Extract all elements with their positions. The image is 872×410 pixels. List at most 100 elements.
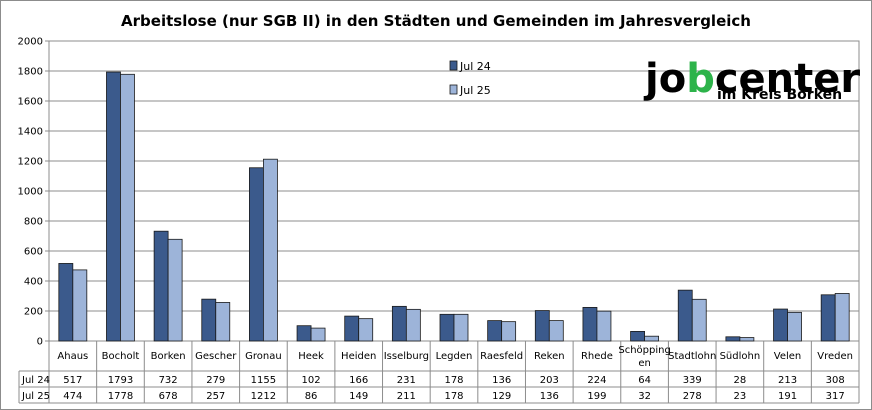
legend-swatch (449, 84, 458, 95)
table-value: 136 (492, 375, 511, 386)
x-category-label: Rhede (581, 351, 613, 362)
bar-jul-24 (201, 298, 217, 342)
table-value: 257 (206, 391, 225, 402)
table-value: 129 (492, 391, 511, 402)
x-category-label: Gescher (195, 351, 237, 362)
bar-jul-24 (582, 306, 598, 342)
data-table: Ahaus Bocholt Borken Gescher Gronau Heek Heide… (18, 341, 860, 404)
table-value: 32 (638, 391, 651, 402)
table-value: 339 (683, 375, 702, 386)
legend-swatch (449, 60, 458, 71)
x-category-label: Vreden (817, 351, 853, 362)
x-category-label: Südlohn (720, 351, 761, 362)
table-value: 308 (826, 375, 845, 386)
x-category-label: Borken (151, 351, 186, 362)
x-category-label: Heek (298, 351, 324, 362)
table-value: 64 (638, 375, 651, 386)
table-value: 279 (206, 375, 225, 386)
bar-jul-24 (58, 263, 74, 342)
bar-jul-24 (820, 294, 836, 342)
x-category-label: Ahaus (57, 351, 88, 362)
bar-jul-24 (296, 325, 312, 342)
bar-jul-25 (263, 158, 278, 342)
logo-subtitle: im Kreis Borken (717, 87, 842, 103)
y-tick-label: 600 (24, 247, 43, 258)
bar-jul-25 (453, 313, 469, 342)
table-value: 732 (159, 375, 178, 386)
table-value: 278 (683, 391, 702, 402)
bar-jul-24 (153, 230, 169, 342)
bar-jul-25 (834, 293, 850, 342)
table-value: 213 (778, 375, 797, 386)
table-value: 1778 (108, 391, 133, 402)
bar-jul-25 (120, 73, 135, 342)
table-value: 166 (349, 375, 368, 386)
bar-jul-25 (215, 302, 231, 342)
table-value: 23 (734, 391, 747, 402)
bar-jul-24 (249, 167, 264, 342)
bar-jul-24 (725, 336, 741, 342)
bar-jul-25 (691, 298, 707, 342)
table-value: 678 (159, 391, 178, 402)
bar-jul-25 (358, 318, 374, 342)
bar-jul-24 (630, 330, 645, 342)
y-tick-label: 1200 (18, 157, 43, 168)
table-value: 102 (302, 375, 321, 386)
bar-jul-25 (501, 321, 517, 342)
table-value: 149 (349, 391, 368, 402)
table-value: 203 (540, 375, 559, 386)
bar-jul-25 (644, 335, 659, 342)
table-value: 191 (778, 391, 797, 402)
y-tick-label: 1600 (18, 97, 43, 108)
legend-label: Jul 25 (459, 84, 491, 97)
y-tick-label: 1800 (18, 67, 43, 78)
bars (58, 71, 850, 342)
table-value: 199 (587, 391, 606, 402)
bar-jul-25 (548, 320, 564, 342)
bar-jul-24 (391, 305, 407, 342)
bar-jul-25 (167, 238, 183, 342)
y-tick-label: 1400 (18, 127, 43, 138)
table-value: 211 (397, 391, 416, 402)
table-value: 1793 (108, 375, 133, 386)
y-tick-label: 400 (24, 277, 43, 288)
table-value: 86 (305, 391, 318, 402)
bar-jul-24 (677, 289, 693, 342)
chart-title: Arbeitslose (nur SGB II) in den Städten … (121, 12, 751, 30)
y-tick-label: 200 (24, 307, 43, 318)
y-tick-label: 800 (24, 217, 43, 228)
bar-jul-24 (534, 310, 550, 342)
x-category-label: Velen (774, 351, 802, 362)
y-tick-label: 2000 (18, 37, 43, 48)
axes: 0 200 400 600 800 1000 1200 1400 1600 1800 2000 (18, 37, 49, 348)
y-tick-label: 0 (37, 337, 43, 348)
x-category-label: Legden (436, 351, 473, 362)
x-category-label: Stadtlohn (668, 351, 716, 362)
table-value: 1155 (251, 375, 276, 386)
logo-wordmark: jobcenter (643, 56, 860, 102)
x-category-label: Bocholt (102, 351, 140, 362)
bar-jul-25 (310, 327, 326, 342)
table-value: 317 (826, 391, 845, 402)
y-tick-label: 1000 (18, 187, 43, 198)
table-value: 178 (444, 391, 463, 402)
table-value: 1212 (251, 391, 276, 402)
table-value: 224 (587, 375, 606, 386)
table-value: 517 (63, 375, 82, 386)
x-category-label: Schöpping en (618, 345, 670, 369)
table-value: 28 (734, 375, 747, 386)
table-value: 136 (540, 391, 559, 402)
bar-jul-24 (439, 313, 455, 342)
x-category-label: Raesfeld (480, 351, 523, 362)
bar-jul-24 (773, 308, 788, 342)
jobcenter-logo: jobcenter im Kreis Borken (643, 56, 860, 103)
bar-jul-24 (487, 320, 503, 342)
legend-label: Jul 24 (459, 60, 491, 73)
x-category-label: Heiden (341, 351, 376, 362)
x-category-label: Gronau (245, 351, 282, 362)
table-value: 231 (397, 375, 416, 386)
table-value: 178 (444, 375, 463, 386)
bar-jul-24 (106, 71, 121, 342)
